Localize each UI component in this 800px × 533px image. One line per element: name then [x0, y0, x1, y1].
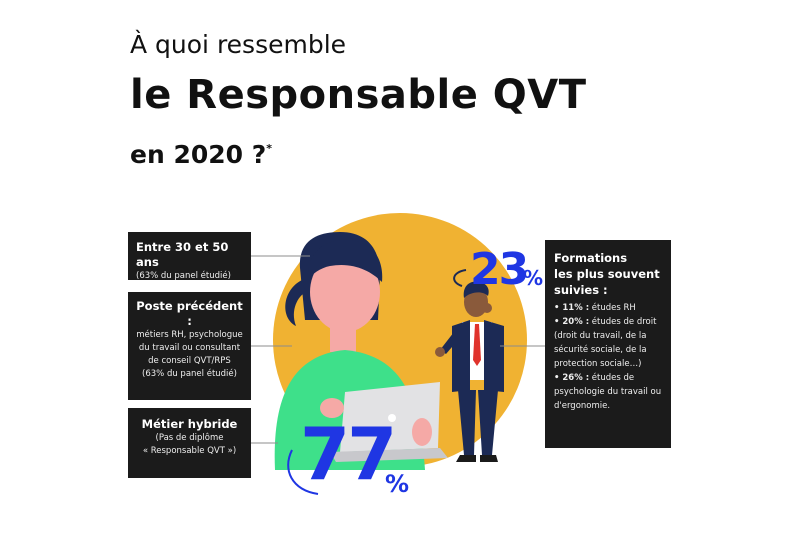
- footnote-mark: *: [266, 142, 273, 155]
- previous-job-line: de conseil QVT/RPS: [148, 356, 231, 366]
- man-shoes: [456, 455, 498, 462]
- hybrid-box: Métier hybride (Pas de diplôme « Respons…: [128, 408, 251, 478]
- man-jacket-left: [452, 320, 470, 392]
- hybrid-line: « Responsable QVT »): [142, 446, 237, 456]
- title-line-2: le Responsable QVT: [130, 72, 587, 118]
- woman-ponytail: [285, 280, 306, 326]
- woman-face: [310, 252, 380, 332]
- man-head: [464, 287, 488, 317]
- training-box: Formations les plus souvent suivies : • …: [545, 240, 671, 448]
- man-phone-hand: [482, 303, 492, 313]
- stat-women-percent: %: [385, 470, 410, 498]
- stat-women-value: 77: [300, 412, 397, 496]
- hybrid-line: (Pas de diplôme: [155, 433, 224, 443]
- stat-men-percent: %: [523, 266, 544, 290]
- age-sub: (63% du panel étudié): [136, 271, 231, 281]
- training-item: • 26% : études de psychologie du travail…: [554, 371, 662, 413]
- training-item-pct: • 26% :: [554, 373, 590, 383]
- training-item-text: études RH: [589, 303, 636, 313]
- training-item-text: études de droit (droit du travail, de la…: [554, 317, 657, 369]
- title-line-3: en 2020 ?*: [130, 140, 272, 169]
- man-hand: [435, 347, 445, 357]
- man-arm: [440, 332, 458, 354]
- hybrid-heading: Métier hybride: [141, 417, 238, 431]
- previous-job-line: du travail ou consultant: [138, 343, 241, 353]
- previous-job-heading: Poste précédent :: [136, 299, 243, 328]
- training-item-pct: • 11% :: [554, 303, 590, 313]
- title-line-3-text: en 2020 ?: [130, 140, 267, 169]
- training-heading-line: Formations: [554, 251, 628, 265]
- training-heading-line: les plus souvent: [554, 267, 660, 281]
- age-heading: Entre 30 et 50 ans: [136, 240, 229, 269]
- man-jacket-right: [484, 320, 504, 392]
- training-item: • 11% : études RH: [554, 301, 662, 315]
- arrow-77: [287, 449, 319, 495]
- woman-hair-bangs: [307, 239, 383, 282]
- man-legs: [458, 390, 498, 455]
- stat-men-value: 23: [470, 244, 529, 295]
- previous-job-box: Poste précédent : métiers RH, psychologu…: [128, 292, 251, 400]
- arrow-23: [453, 269, 467, 287]
- training-item-text: études de psychologie du travail ou d'er…: [554, 373, 662, 411]
- laptop-base: [330, 448, 448, 462]
- training-heading-line: suivies :: [554, 283, 608, 297]
- man-hair: [463, 281, 489, 298]
- age-box: Entre 30 et 50 ans (63% du panel étudié): [128, 232, 251, 281]
- training-item: • 20% : études de droit (droit du travai…: [554, 315, 662, 371]
- man-tie: [473, 324, 481, 366]
- laptop-logo: [388, 414, 396, 422]
- title-line-1: À quoi ressemble: [130, 30, 347, 59]
- training-item-pct: • 20% :: [554, 317, 590, 327]
- woman-hand-right: [412, 418, 432, 446]
- woman-hand-left: [320, 398, 344, 418]
- previous-job-line: (63% du panel étudié): [142, 369, 237, 379]
- previous-job-line: métiers RH, psychologue: [136, 330, 243, 340]
